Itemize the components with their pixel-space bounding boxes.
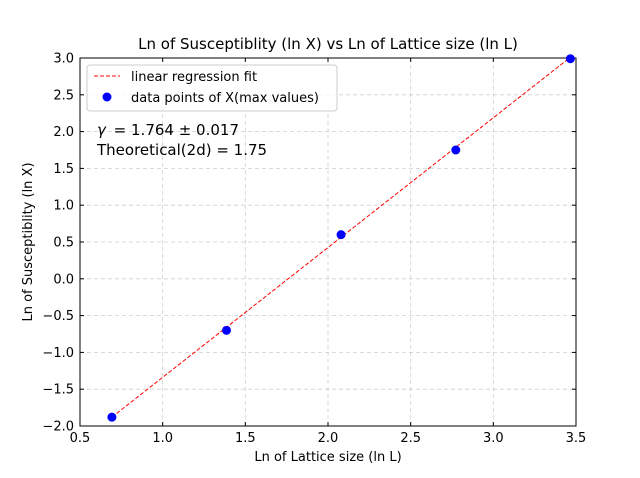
data-point (451, 145, 461, 155)
data-point (336, 230, 346, 240)
y-tick-label: 2.0 (53, 125, 74, 140)
x-tick-label: 1.0 (152, 431, 173, 446)
x-tick-label: 3.5 (566, 431, 587, 446)
legend-box (86, 64, 338, 112)
data-point (221, 325, 231, 335)
x-tick-label: 3.0 (483, 431, 504, 446)
y-tick-label: 2.5 (53, 88, 74, 103)
series (107, 54, 575, 422)
x-tick-label: 2.5 (400, 431, 421, 446)
legend-label-fit: linear regression fit (131, 70, 257, 85)
y-tick-label: 0.0 (53, 272, 74, 287)
x-tick-label: 0.5 (70, 431, 91, 446)
gamma-value: = 1.764 ± 0.017 (114, 121, 239, 139)
grid (79, 57, 577, 427)
y-tick-label: −0.5 (42, 309, 74, 324)
legend-marker-swatch (102, 92, 112, 102)
x-axis-label: Ln of Lattice size (ln L) (254, 450, 401, 465)
y-axis-label: Ln of Susceptiblity (ln X) (21, 162, 36, 321)
y-tick-label: 1.0 (53, 199, 74, 214)
y-tick-label: −1.5 (42, 383, 74, 398)
annotation-gamma: γ = 1.764 ± 0.017 (97, 121, 239, 139)
x-tick-label: 1.5 (235, 431, 256, 446)
chart-title: Ln of Susceptiblity (ln X) vs Ln of Latt… (138, 35, 518, 53)
legend-label-points: data points of X(max values) (131, 91, 319, 106)
data-point (107, 412, 117, 422)
data-point (565, 54, 575, 64)
y-tick-label: −2.0 (42, 420, 74, 435)
x-tick-label: 2.0 (318, 431, 339, 446)
y-tick-label: 1.5 (53, 162, 74, 177)
legend: linear regression fit data points of X(m… (86, 64, 338, 112)
y-tick-label: 0.5 (53, 236, 74, 251)
y-tick-label: −1.0 (42, 346, 74, 361)
y-tick-label: 3.0 (53, 52, 74, 67)
annotation-theoretical: Theoretical(2d) = 1.75 (96, 141, 267, 159)
gamma-symbol: γ (97, 121, 107, 139)
axis-ticks: 0.5 1.0 1.5 2.0 2.5 3.0 3.5 −2.0 −1.5 −1.0 −0.5 0.0… (42, 52, 586, 447)
